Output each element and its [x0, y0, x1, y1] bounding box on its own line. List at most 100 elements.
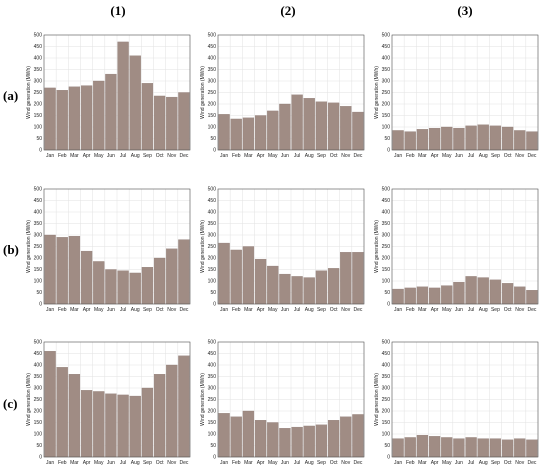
bar: [416, 129, 429, 151]
x-tick-label: Aug: [131, 307, 140, 313]
y-tick-label: 400: [34, 210, 43, 216]
y-tick-label: 250: [208, 244, 217, 250]
y-tick-label: 400: [34, 56, 43, 62]
bar: [465, 276, 477, 305]
x-tick-label: Jul: [294, 460, 300, 466]
x-tick-label: May: [94, 460, 104, 466]
x-tick-label: May: [442, 460, 452, 466]
y-tick-label: 350: [34, 67, 43, 73]
x-tick-label: Jun: [455, 153, 463, 159]
y-tick-label: 200: [382, 256, 391, 262]
bar: [129, 395, 141, 458]
x-tick-label: Mar: [418, 460, 427, 466]
y-tick-label: 250: [34, 90, 43, 96]
bar: [117, 41, 129, 151]
x-tick-label: Jun: [455, 307, 463, 313]
y-tick-label: 100: [382, 125, 391, 131]
bar: [477, 277, 489, 305]
bar: [141, 83, 154, 151]
y-tick-label: 300: [208, 386, 217, 392]
y-tick-label: 50: [36, 443, 42, 449]
bar: [453, 438, 465, 458]
x-tick-label: Feb: [406, 460, 415, 466]
y-tick-label: 300: [382, 79, 391, 85]
bar: [68, 86, 81, 151]
y-tick-label: 50: [384, 443, 390, 449]
y-tick-label: 250: [382, 244, 391, 250]
bar: [68, 235, 81, 305]
bar: [404, 131, 416, 151]
bar: [117, 270, 129, 305]
x-tick-label: Oct: [504, 307, 512, 313]
bar: [56, 237, 68, 305]
y-tick-label: 350: [382, 374, 391, 380]
y-tick-label: 350: [34, 374, 43, 380]
y-tick-label: 400: [382, 56, 391, 62]
x-tick-label: Mar: [70, 460, 79, 466]
y-axis-label: Wind generation (MWh): [200, 220, 206, 273]
row-label-c: (c): [3, 396, 17, 411]
column-label-2: (2): [280, 3, 295, 18]
y-tick-label: 450: [208, 44, 217, 50]
bar: [105, 73, 117, 151]
y-tick-label: 150: [34, 267, 43, 273]
y-tick-label: 450: [34, 198, 43, 204]
bar: [392, 288, 404, 305]
y-tick-label: 100: [208, 279, 217, 285]
x-tick-label: Jan: [46, 153, 54, 159]
row-label-a: (a): [3, 88, 18, 103]
x-tick-label: Feb: [232, 460, 241, 466]
bar: [315, 270, 328, 305]
bar: [327, 268, 340, 305]
bar: [416, 434, 429, 458]
bar: [129, 55, 141, 151]
y-tick-label: 450: [382, 198, 391, 204]
y-tick-label: 350: [208, 67, 217, 73]
y-tick-label: 350: [382, 67, 391, 73]
bar: [489, 438, 502, 458]
x-tick-label: May: [94, 153, 104, 159]
bar: [526, 290, 538, 305]
bar: [340, 416, 352, 458]
bar: [392, 438, 404, 458]
bar: [477, 438, 489, 458]
y-axis-label: Wind generation (MWh): [374, 220, 380, 273]
y-tick-label: 200: [208, 102, 217, 108]
y-tick-label: 200: [208, 409, 217, 415]
bar: [166, 248, 178, 305]
x-tick-label: Aug: [479, 307, 488, 313]
y-tick-label: 450: [34, 44, 43, 50]
x-tick-label: Jan: [220, 307, 228, 313]
x-tick-label: Dec: [179, 460, 188, 466]
bar: [267, 265, 279, 305]
y-tick-label: 0: [39, 148, 42, 154]
x-tick-label: Aug: [131, 153, 140, 159]
x-tick-label: Aug: [305, 307, 314, 313]
y-tick-label: 500: [382, 340, 391, 346]
y-tick-label: 400: [382, 210, 391, 216]
x-tick-label: Apr: [257, 460, 265, 466]
x-tick-label: Mar: [244, 460, 253, 466]
bar: [315, 424, 328, 458]
y-tick-label: 250: [208, 90, 217, 96]
x-tick-label: Apr: [431, 460, 439, 466]
bar: [315, 101, 328, 151]
x-tick-label: Jun: [281, 307, 289, 313]
y-tick-label: 500: [382, 33, 391, 39]
x-tick-label: Aug: [479, 460, 488, 466]
y-axis-label: Wind generation (MWh): [374, 66, 380, 119]
bar: [80, 390, 93, 458]
bar: [230, 249, 242, 305]
y-tick-label: 150: [208, 420, 217, 426]
x-tick-label: Aug: [305, 153, 314, 159]
y-tick-label: 150: [34, 420, 43, 426]
y-tick-label: 500: [208, 340, 217, 346]
x-tick-label: Nov: [167, 460, 176, 466]
bar: [254, 115, 267, 151]
bar: [489, 125, 502, 151]
plot-frame: [43, 341, 191, 458]
bar: [93, 391, 105, 458]
row-label-b: (b): [3, 242, 19, 257]
y-tick-label: 200: [34, 409, 43, 415]
y-axis-label: Wind generation (MWh): [26, 373, 32, 426]
